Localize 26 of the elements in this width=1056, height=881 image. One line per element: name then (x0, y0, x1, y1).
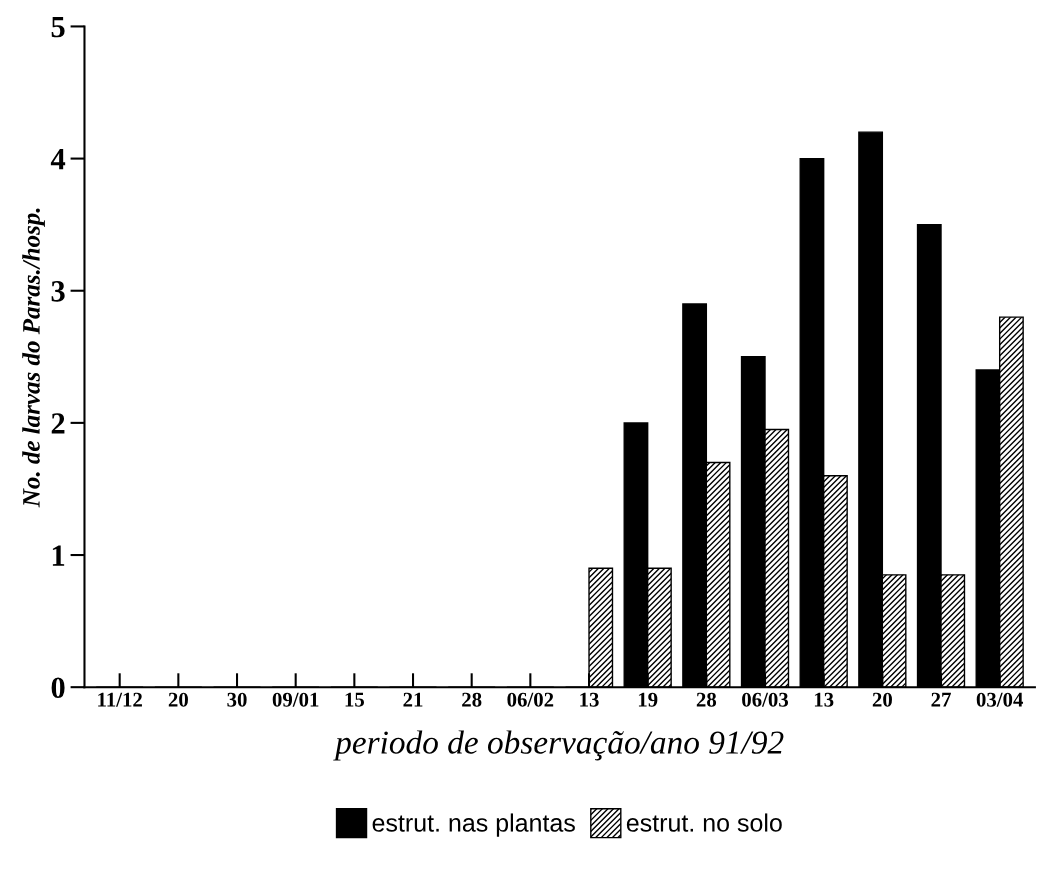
y-tick-label: 1 (52, 545, 65, 566)
x-tick-label: 06/03 (742, 692, 789, 707)
y-tick-label: 5 (51, 17, 65, 38)
y-tick-label: 4 (50, 149, 66, 170)
x-tick-label: 13 (814, 692, 834, 707)
legend-label: estrut. no solo (626, 813, 782, 832)
x-tick-label: 27 (931, 692, 951, 707)
x-tick-label: 11/12 (98, 692, 142, 707)
x-tick-label: 19 (638, 692, 658, 707)
x-tick-label: 03/04 (976, 692, 1024, 707)
x-tick-label: 21 (403, 692, 423, 707)
x-axis-title: periodo de observação/ano 91/92 (333, 730, 784, 761)
x-tick-label: 06/02 (507, 692, 554, 707)
x-tick-label: 15 (345, 692, 364, 707)
y-tick-label: 3 (51, 281, 65, 302)
y-axis-title: No. de larvas do Paras./hosp. (22, 208, 45, 508)
x-tick-label: 30 (227, 692, 247, 707)
legend-label: estrut. nas plantas (372, 813, 575, 837)
y-tick-label: 2 (51, 413, 65, 434)
y-tick-label: 0 (51, 677, 65, 699)
x-tick-label: 20 (872, 692, 892, 707)
x-tick-label: 28 (462, 692, 482, 707)
x-tick-label: 28 (696, 692, 717, 707)
x-tick-label: 20 (168, 692, 188, 707)
x-tick-label: 13 (580, 692, 599, 707)
x-tick-label: 09/01 (272, 692, 319, 707)
